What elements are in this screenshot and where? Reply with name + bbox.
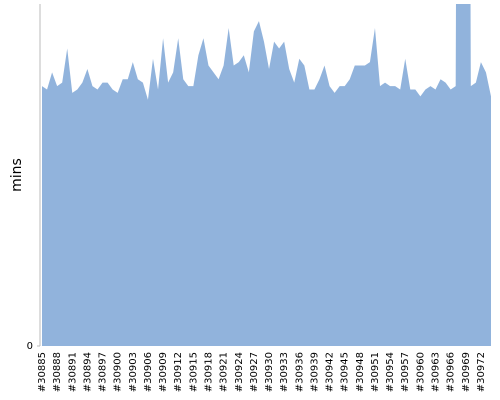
x-tick-label: #30957	[400, 352, 411, 392]
x-tick-label: #30927	[249, 352, 260, 392]
x-tick-label: #30891	[67, 352, 78, 392]
x-tick-label: #30951	[370, 352, 381, 392]
x-tick-label: #30930	[264, 352, 275, 392]
x-tick-label: #30972	[476, 352, 487, 392]
x-tick-label: #30939	[309, 352, 320, 392]
y-tick-label: 0	[27, 341, 33, 352]
x-tick-label: #30969	[461, 352, 472, 392]
x-tick-label: #30933	[279, 352, 290, 392]
area	[42, 4, 491, 346]
x-tick-label: #30885	[37, 352, 48, 392]
x-tick-label: #30912	[173, 352, 184, 392]
x-tick-label: #30924	[234, 352, 245, 392]
x-tick-label: #30954	[385, 352, 396, 392]
x-tick-label: #30921	[219, 352, 230, 392]
x-tick-label: #30942	[325, 352, 336, 392]
x-tick-label: #30948	[355, 352, 366, 392]
y-axis-label: mins	[9, 158, 25, 192]
x-tick-label: #30906	[143, 352, 154, 392]
x-tick-label: #30966	[446, 352, 457, 392]
x-tick-label: #30918	[203, 352, 214, 392]
x-tick-label: #30963	[431, 352, 442, 392]
x-tick-label: #30903	[128, 352, 139, 392]
x-tick-label: #30909	[158, 352, 169, 392]
x-tick-label: #30936	[294, 352, 305, 392]
x-tick-label: #30888	[52, 352, 63, 392]
x-tick-label: #30960	[415, 352, 426, 392]
x-tick-label: #30894	[82, 352, 93, 392]
x-tick-label: #30897	[98, 352, 109, 392]
x-tick-label: #30900	[113, 352, 124, 392]
x-tick-label: #30915	[188, 352, 199, 392]
x-tick-label: #30945	[340, 352, 351, 392]
